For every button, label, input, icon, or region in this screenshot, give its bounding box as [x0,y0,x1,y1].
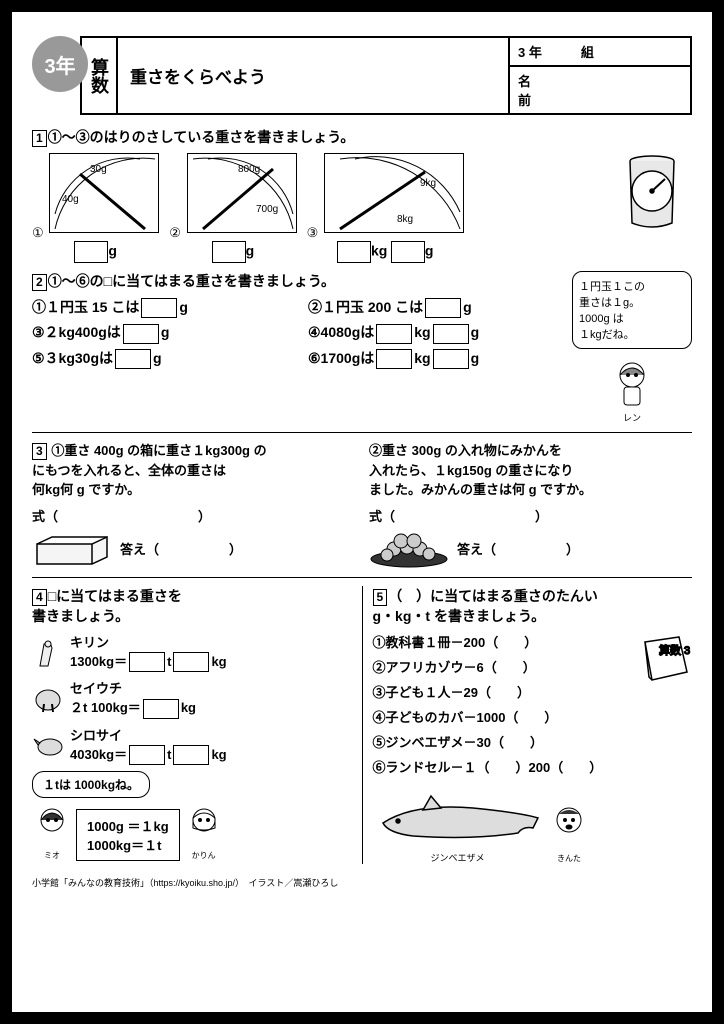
divider-1 [32,432,692,433]
giraffe-icon [32,636,64,668]
s2-a1[interactable] [141,298,177,318]
section-1: 1①〜③のはりのさしている重さを書きましょう。 ① 30g 40g g ② 80… [32,127,692,263]
character-karin: かりん [184,802,224,861]
s2-a6a[interactable] [376,349,412,369]
worksheet-title: 重さをくらべよう [118,38,510,113]
s2-a4b[interactable] [433,324,469,344]
character-mio: ミオ [32,802,72,861]
s2-a2[interactable] [425,298,461,318]
svg-text:8kg: 8kg [397,214,413,225]
bottom-row: 4□に当てはまる重さを 書きましょう。 キリン1300kg＝tkg セイウチ２t… [32,586,692,864]
class-field[interactable]: 3 年 組 [510,38,690,67]
scale-2-dial: 800g 700g [187,153,297,233]
rhino-icon [32,729,64,761]
animal-rhino: シロサイ4030kg＝tkg [32,725,352,766]
child-icon [607,353,657,408]
s3-q1: 3 ①重さ 400g の箱に重さ１kg300g の にもつを入れると、全体の重さ… [32,441,355,569]
s2-a4a[interactable] [376,324,412,344]
divider-2 [32,577,692,578]
svg-text:700g: 700g [256,204,278,215]
s1-ans-3a[interactable] [337,241,371,263]
svg-text:算数 3: 算数 3 [659,643,690,657]
scale-1-dial: 30g 40g [49,153,159,233]
s4-a1a[interactable] [129,652,165,672]
hint-bubble-2: １tは 1000kgね。 [32,771,150,798]
s4-a3b[interactable] [173,745,209,765]
name-field[interactable]: 名 前 [510,67,690,113]
section-5: 5（ ）に当てはまる重さのたんい g・kg・t を書きましょう。 ①教科書１冊－… [363,586,693,864]
section-3: 3 ①重さ 400g の箱に重さ１kg300g の にもつを入れると、全体の重さ… [32,441,692,569]
s5-i4[interactable]: ④子どものカバ－1000（ ） [373,707,632,726]
s1-ans-3b[interactable] [391,241,425,263]
s1-head: 1①〜③のはりのさしている重さを書きましょう。 [32,127,692,147]
s2-row-3: ⑤３kg30gはg ⑥1700gはkgg [32,348,564,369]
hint-bubble: １円玉１この 重さは１g。 1000g は １kgだね。 [572,271,692,349]
scale-3-dial: 9kg 8kg [324,153,464,233]
conversion-box: 1000g ＝１kg 1000kg＝１t [76,809,180,861]
scale-1: ① 30g 40g g [32,153,159,263]
s4-a1b[interactable] [173,652,209,672]
s2-a3[interactable] [123,324,159,344]
animal-walrus: セイウチ２t 100kg＝kg [32,678,352,719]
scale-device-icon [612,153,692,236]
s2-row-1: ①１円玉 15 こはg ②１円玉 200 こはg [32,297,564,318]
s5-i6[interactable]: ⑥ランドセル－１（ ）200（ ） [373,757,632,776]
header: 3年 算数 重さをくらべよう 3 年 組 名 前 [32,36,692,115]
box-icon [32,529,112,569]
s1-ans-1[interactable] [74,241,108,263]
s5-i1[interactable]: ①教科書１冊－200（ ） [373,632,632,651]
s2-a6b[interactable] [433,349,469,369]
subject-label: 算数 [82,38,118,113]
s4-a2[interactable] [143,699,179,719]
walrus-icon [32,682,64,714]
grade-badge: 3年 [32,36,88,92]
textbook-icon: 算数 3 [637,632,692,687]
oranges-icon [369,529,449,569]
svg-text:30g: 30g [90,164,107,175]
footer-credit: 小学館「みんなの教育技術」（https://kyoiku.sho.jp/） イラ… [32,876,692,889]
s1-scales: ① 30g 40g g ② 800g 700g g ③ 9kg 8kg kg [32,153,692,263]
s2-row-2: ③２kg400gはg ④4080gはkgg [32,322,564,343]
s5-i2[interactable]: ②アフリカゾウ－6（ ） [373,657,632,676]
character-ren: １円玉１この 重さは１g。 1000g は １kgだね。 レン [572,271,692,424]
svg-text:9kg: 9kg [420,178,436,189]
section-4: 4□に当てはまる重さを 書きましょう。 キリン1300kg＝tkg セイウチ２t… [32,586,363,864]
s1-ans-2[interactable] [212,241,246,263]
scale-2: ② 800g 700g g [169,153,296,263]
scale-3: ③ 9kg 8kg kg g [307,153,464,263]
s2-a5[interactable] [115,349,151,369]
worksheet-page: 3年 算数 重さをくらべよう 3 年 組 名 前 1①〜③のはりのさしている重さ… [12,12,712,1012]
svg-text:40g: 40g [62,194,79,205]
svg-text:800g: 800g [238,164,260,175]
s5-i3[interactable]: ③子ども１人－29（ ） [373,682,632,701]
s3-q2: ②重さ 300g の入れ物にみかんを 入れたら、１kg150g の重さになり ま… [369,441,692,569]
character-kinta: きんた [547,800,592,864]
s4-a3a[interactable] [129,745,165,765]
s5-i5[interactable]: ⑤ジンベエザメ－30（ ） [373,732,632,751]
meta: 3 年 組 名 前 [510,38,690,113]
animal-giraffe: キリン1300kg＝tkg [32,632,352,673]
s2-head: 2①〜⑥の□に当てはまる重さを書きましょう。 [32,271,564,291]
shark-icon: ジンベエザメ [373,788,543,864]
section-2: 2①〜⑥の□に当てはまる重さを書きましょう。 ①１円玉 15 こはg ②１円玉 … [32,271,692,424]
header-box: 算数 重さをくらべよう 3 年 組 名 前 [80,36,692,115]
